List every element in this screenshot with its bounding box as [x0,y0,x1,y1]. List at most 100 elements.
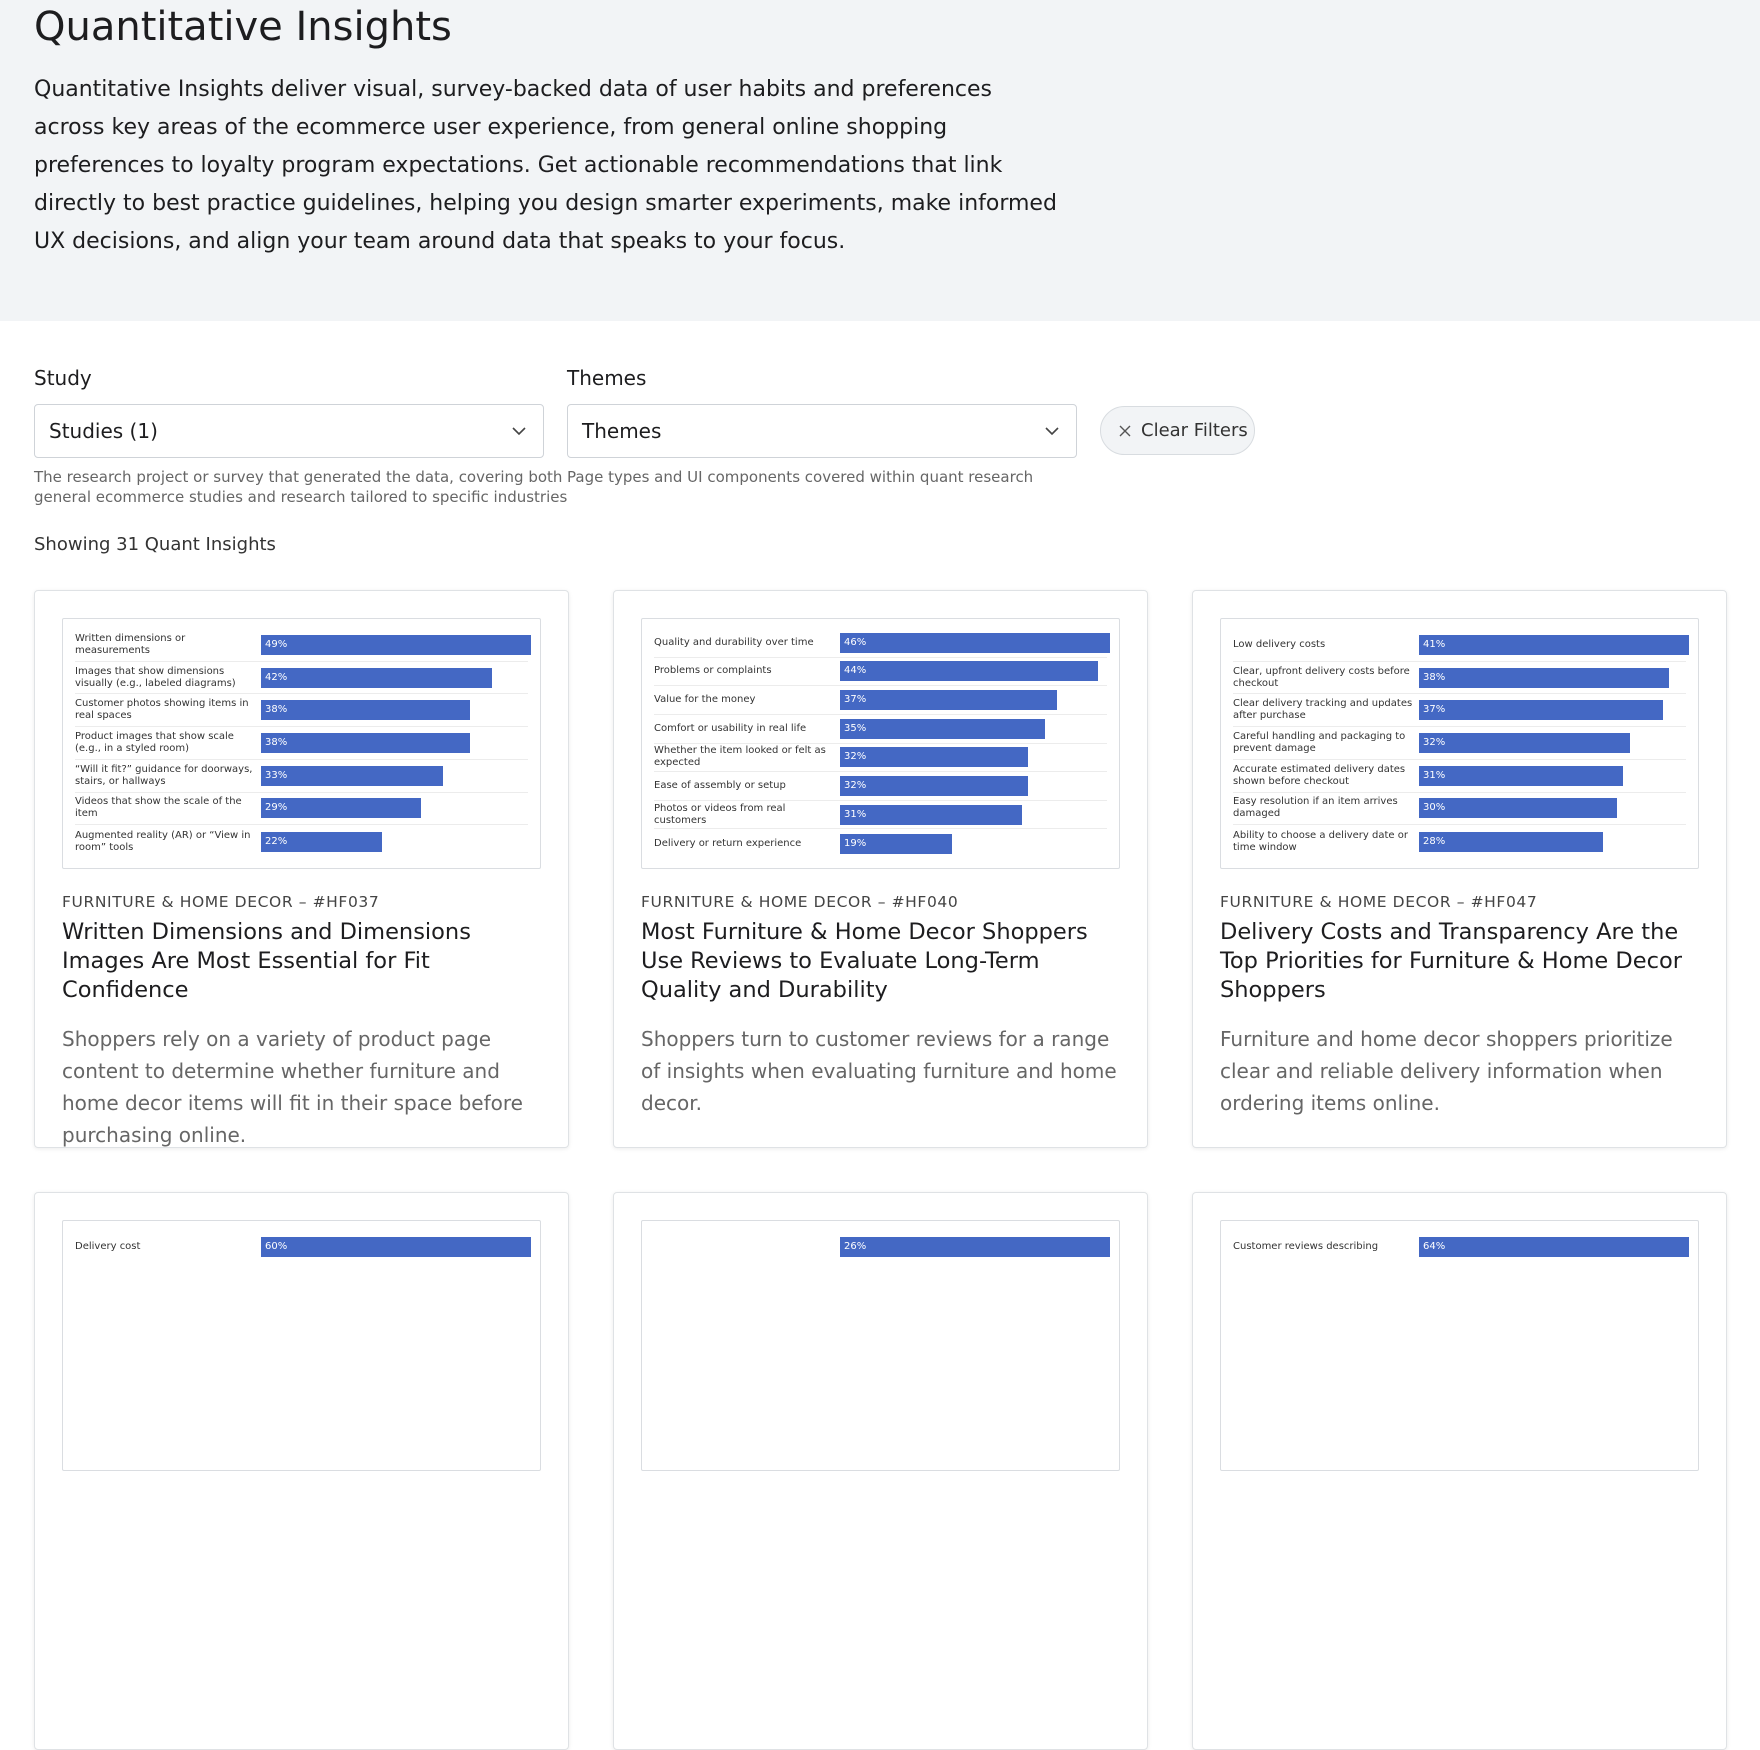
insight-card[interactable]: Quality and durability over time 46% Probl… [613,590,1148,1148]
card-description: Shoppers rely on a variety of product pa… [62,1027,523,1147]
bar-label: Delivery cost [75,1241,141,1253]
bar: 64% [1419,1237,1689,1258]
bar-label: Quality and durability over time [654,636,814,648]
mini-chart: Written dimensions or measurements 49% Ima… [62,618,541,869]
mini-chart: Delivery cost 60% [62,1220,541,1471]
bar: 49% [261,634,531,655]
insight-card[interactable]: 26% [613,1192,1148,1750]
chart-row: Delivery cost 60% [75,1231,531,1264]
chart-row: Clear delivery tracking and updates afte… [1233,694,1686,728]
bar-label: Delivery or return experience [654,837,802,849]
bar: 32% [840,775,1028,796]
value-label: 33% [265,769,288,781]
insight-card[interactable]: Low delivery costs 41% Clear, upfront deli… [1192,590,1727,1148]
value-label: 42% [265,671,288,683]
card-category: FURNITURE & HOME DECOR – #HF037 [62,893,380,911]
bar: 29% [261,798,421,819]
insight-card[interactable]: Delivery cost 60% [34,1192,569,1750]
value-label: 37% [1423,704,1446,716]
value-label: 35% [844,722,867,734]
clear-filters[interactable]: Clear Filters [1100,406,1255,455]
bar: 41% [1419,634,1689,655]
card-description: Furniture and home decor shoppers priori… [1220,1027,1673,1115]
bar: 19% [840,833,952,854]
card-title: Written Dimensions and Dimensions Images… [62,919,471,1003]
filter-help: The research project or survey that gene… [34,468,568,506]
value-label: 38% [265,736,288,748]
chart-row: Accurate estimated delivery dates shown … [1233,760,1686,793]
value-label: 28% [1423,835,1446,847]
bar-label: Careful handling and packaging to preven… [1233,730,1406,754]
select-value: Themes [582,419,662,443]
chart-row: Written dimensions or measurements 49% [75,629,531,662]
value-label: 46% [844,636,867,648]
bar: 38% [261,732,471,753]
bar-label: Product images that show scale (e.g., in… [75,730,234,754]
value-label: 29% [265,802,288,814]
value-label: 32% [844,751,867,763]
page-title: Quantitative Insights [34,4,452,50]
chevron [1045,427,1059,436]
chart-row: Images that show dimensions visually (e.… [75,662,528,695]
bar-label: Value for the money [654,694,756,706]
bar: 38% [1419,667,1670,688]
chart-row: Customer reviews describing 64% [1233,1231,1689,1264]
bar-label: Comfort or usability in real life [654,722,807,734]
mini-chart: Customer reviews describing 64% [1220,1220,1699,1471]
bar-label: Photos or videos from real customers [654,802,786,826]
bar: 60% [261,1237,531,1258]
bar: 28% [1419,831,1604,852]
value-label: 32% [1423,736,1446,748]
bar: 46% [840,632,1110,653]
bar: 31% [1419,765,1624,786]
bar: 22% [261,831,383,852]
chart-row: Ability to choose a delivery date or tim… [1233,825,1686,858]
filter-label: Study [34,366,92,390]
card-category: FURNITURE & HOME DECOR – #HF047 [1220,893,1538,911]
bar-label: Images that show dimensions visually (e.… [75,665,236,689]
chart-row: Easy resolution if an item arrives damag… [1233,793,1686,826]
bar-label: Clear, upfront delivery costs before che… [1233,665,1410,689]
card-category: FURNITURE & HOME DECOR – #HF040 [641,893,959,911]
themes-select[interactable]: Themes [567,404,1077,458]
study-select[interactable]: Studies (1) [34,404,544,458]
chart-row: Photos or videos from real customers 31% [654,801,1107,830]
value-label: 31% [1423,769,1446,781]
card-description: Shoppers turn to customer reviews for a … [641,1027,1117,1115]
bar: 30% [1419,798,1617,819]
chart-row: Ease of assembly or setup 32% [654,772,1107,801]
bar-label: Augmented reality (AR) or “View in room”… [75,829,251,853]
filter-label: Themes [567,366,647,390]
bar: 33% [261,765,443,786]
bar-label: Clear delivery tracking and updates afte… [1233,698,1413,722]
bar: 31% [840,804,1022,825]
chart-row: Whether the item looked or felt as expec… [654,744,1107,773]
select-value: Studies (1) [49,419,158,443]
chart-row: Customer photos showing items in real sp… [75,694,528,728]
chart-row: Videos that show the scale of the item 29… [75,793,528,826]
value-label: 38% [265,704,288,716]
bar-label: Videos that show the scale of the item [75,796,242,820]
chevron [512,427,526,436]
chart-row: Delivery or return experience 19% [654,829,1107,858]
bar-label: Problems or complaints [654,665,772,677]
bar: 32% [1419,732,1630,753]
bar: 35% [840,718,1046,739]
card-title: Delivery Costs and Transparency Are the … [1220,919,1682,1003]
chart-row: Product images that show scale (e.g., in… [75,727,528,760]
value-label: 22% [265,835,288,847]
card-title: Most Furniture & Home Decor Shoppers Use… [641,919,1088,1003]
bar-label: “Will it fit?” guidance for doorways, st… [75,763,253,787]
bar: 44% [840,661,1099,682]
insight-card[interactable]: Customer reviews describing 64% [1192,1192,1727,1750]
value-label: 38% [1423,671,1446,683]
value-label: 31% [844,808,867,820]
insight-card[interactable]: Written dimensions or measurements 49% Ima… [34,590,569,1148]
value-label: 32% [844,779,867,791]
chart-row: 26% [654,1231,1110,1264]
bar-label: Easy resolution if an item arrives damag… [1233,796,1398,820]
mini-chart: Low delivery costs 41% Clear, upfront deli… [1220,618,1699,869]
chart-row: Comfort or usability in real life 35% [654,715,1107,744]
clear-label: Clear Filters [1141,420,1248,441]
